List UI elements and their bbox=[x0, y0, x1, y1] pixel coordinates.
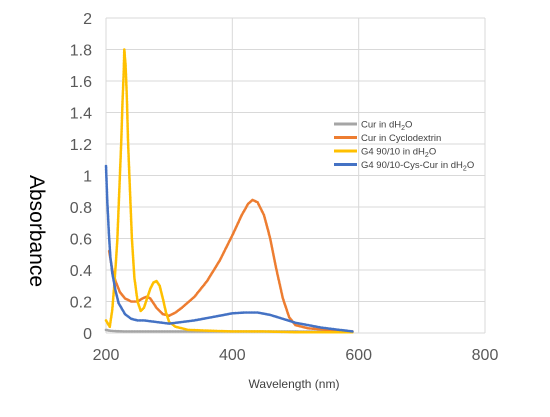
legend-label: Cur in Cyclodextrin bbox=[361, 133, 441, 144]
y-tick-label: 0.6 bbox=[70, 232, 92, 249]
series-g4-90-10-in-dh-o bbox=[104, 48, 354, 334]
x-tick-label: 400 bbox=[219, 347, 246, 364]
gridlines bbox=[106, 17, 486, 333]
y-tick-label: 0.2 bbox=[70, 295, 92, 312]
y-tick-label: 1.6 bbox=[70, 74, 92, 91]
y-tick-label: 1.8 bbox=[70, 43, 92, 60]
y-axis-label: Absorbance bbox=[25, 175, 48, 287]
x-axis-label: Wavelength (nm) bbox=[249, 377, 340, 391]
x-tick-label: 200 bbox=[93, 347, 120, 364]
plot-area bbox=[104, 48, 354, 334]
x-tick-label: 800 bbox=[472, 347, 499, 364]
y-tick-label: 0 bbox=[83, 326, 92, 343]
y-tick-label: 0.8 bbox=[70, 200, 92, 217]
legend-label: Cur in dH2O bbox=[361, 120, 412, 133]
y-tick-label: 1.2 bbox=[70, 137, 92, 154]
x-tick-label: 600 bbox=[345, 347, 372, 364]
series-g4-90-10-cys-cur-in-dh-o bbox=[104, 164, 354, 333]
y-tick-label: 1 bbox=[83, 169, 92, 186]
y-tick-label: 2 bbox=[83, 11, 92, 28]
y-tick-label: 1.4 bbox=[70, 106, 92, 123]
data-point bbox=[351, 330, 354, 333]
legend-label: G4 90/10 in dH2O bbox=[361, 147, 436, 160]
legend-label: G4 90/10-Cys-Cur in dH2O bbox=[361, 160, 474, 173]
tick-labels: 0 0.2 0.4 0.6 0.8 1 1.2 1.4 1.6 1.8 2 200 400 600 800 bbox=[70, 11, 499, 364]
y-tick-label: 0.4 bbox=[70, 263, 92, 280]
